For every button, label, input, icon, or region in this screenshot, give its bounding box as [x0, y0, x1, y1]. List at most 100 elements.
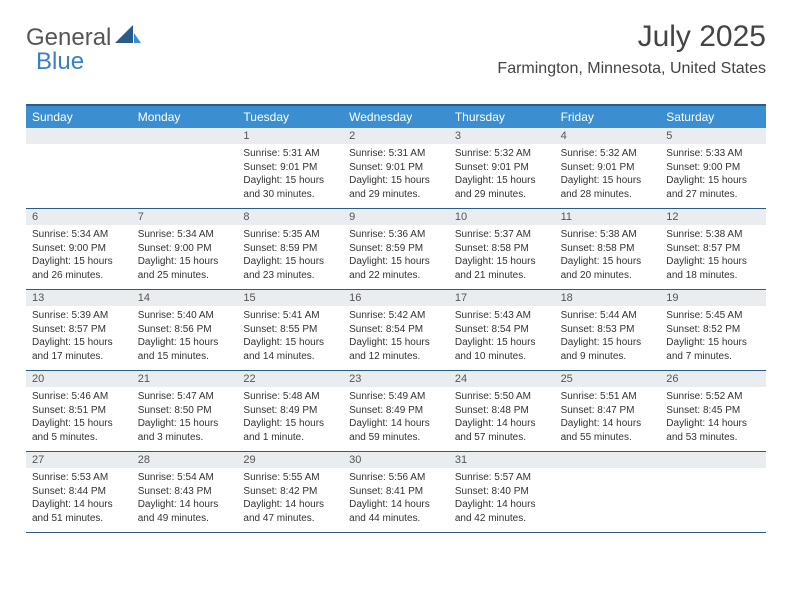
day-cell: 29Sunrise: 5:55 AMSunset: 8:42 PMDayligh…	[237, 452, 343, 532]
daylight-text: Daylight: 15 hours and 25 minutes.	[138, 255, 232, 282]
day-body: Sunrise: 5:47 AMSunset: 8:50 PMDaylight:…	[132, 387, 238, 450]
day-number: 22	[237, 371, 343, 387]
day-number: 10	[449, 209, 555, 225]
sunrise-text: Sunrise: 5:34 AM	[138, 228, 232, 242]
sunrise-text: Sunrise: 5:52 AM	[666, 390, 760, 404]
day-header-friday: Friday	[555, 106, 661, 128]
day-cell: 11Sunrise: 5:38 AMSunset: 8:58 PMDayligh…	[555, 209, 661, 289]
day-body: Sunrise: 5:33 AMSunset: 9:00 PMDaylight:…	[660, 144, 766, 207]
day-cell: 1 Sunrise: 5:31 AMSunset: 9:01 PMDaylight…	[237, 128, 343, 208]
sunrise-text: Sunrise: 5:53 AM	[32, 471, 126, 485]
day-cell: 15Sunrise: 5:41 AMSunset: 8:55 PMDayligh…	[237, 290, 343, 370]
sunrise-text: Sunrise: 5:31 AM	[243, 147, 337, 161]
day-number: 4	[555, 128, 661, 144]
day-body	[555, 468, 661, 477]
sunrise-text: Sunrise: 5:49 AM	[349, 390, 443, 404]
daylight-text: Daylight: 15 hours and 29 minutes.	[455, 174, 549, 201]
sunset-text: Sunset: 8:51 PM	[32, 404, 126, 418]
day-cell: 14Sunrise: 5:40 AMSunset: 8:56 PMDayligh…	[132, 290, 238, 370]
day-number: 25	[555, 371, 661, 387]
sunset-text: Sunset: 8:43 PM	[138, 485, 232, 499]
day-number: 27	[26, 452, 132, 468]
sunset-text: Sunset: 8:58 PM	[561, 242, 655, 256]
day-cell: 25Sunrise: 5:51 AMSunset: 8:47 PMDayligh…	[555, 371, 661, 451]
day-body: Sunrise: 5:50 AMSunset: 8:48 PMDaylight:…	[449, 387, 555, 450]
day-body: Sunrise: 5:48 AMSunset: 8:49 PMDaylight:…	[237, 387, 343, 450]
daylight-text: Daylight: 14 hours and 47 minutes.	[243, 498, 337, 525]
sunrise-text: Sunrise: 5:44 AM	[561, 309, 655, 323]
sunset-text: Sunset: 8:45 PM	[666, 404, 760, 418]
daylight-text: Daylight: 14 hours and 59 minutes.	[349, 417, 443, 444]
daylight-text: Daylight: 14 hours and 49 minutes.	[138, 498, 232, 525]
sunset-text: Sunset: 8:47 PM	[561, 404, 655, 418]
sunrise-text: Sunrise: 5:47 AM	[138, 390, 232, 404]
sunrise-text: Sunrise: 5:42 AM	[349, 309, 443, 323]
day-number: 19	[660, 290, 766, 306]
day-number: 24	[449, 371, 555, 387]
day-body: Sunrise: 5:53 AMSunset: 8:44 PMDaylight:…	[26, 468, 132, 531]
day-body	[132, 144, 238, 153]
daylight-text: Daylight: 14 hours and 42 minutes.	[455, 498, 549, 525]
day-number	[555, 452, 661, 468]
sunrise-text: Sunrise: 5:34 AM	[32, 228, 126, 242]
day-body: Sunrise: 5:54 AMSunset: 8:43 PMDaylight:…	[132, 468, 238, 531]
day-number: 9	[343, 209, 449, 225]
day-body: Sunrise: 5:37 AMSunset: 8:58 PMDaylight:…	[449, 225, 555, 288]
sunset-text: Sunset: 9:01 PM	[243, 161, 337, 175]
week-row: 6Sunrise: 5:34 AMSunset: 9:00 PMDaylight…	[26, 209, 766, 290]
day-number: 13	[26, 290, 132, 306]
daylight-text: Daylight: 15 hours and 30 minutes.	[243, 174, 337, 201]
sunrise-text: Sunrise: 5:46 AM	[32, 390, 126, 404]
day-headers-row: Sunday Monday Tuesday Wednesday Thursday…	[26, 104, 766, 128]
sunrise-text: Sunrise: 5:35 AM	[243, 228, 337, 242]
daylight-text: Daylight: 15 hours and 7 minutes.	[666, 336, 760, 363]
day-cell: 13Sunrise: 5:39 AMSunset: 8:57 PMDayligh…	[26, 290, 132, 370]
day-cell: 12Sunrise: 5:38 AMSunset: 8:57 PMDayligh…	[660, 209, 766, 289]
day-cell: 22Sunrise: 5:48 AMSunset: 8:49 PMDayligh…	[237, 371, 343, 451]
day-body: Sunrise: 5:57 AMSunset: 8:40 PMDaylight:…	[449, 468, 555, 531]
sunrise-text: Sunrise: 5:32 AM	[561, 147, 655, 161]
sunset-text: Sunset: 8:42 PM	[243, 485, 337, 499]
day-cell: 5Sunrise: 5:33 AMSunset: 9:00 PMDaylight…	[660, 128, 766, 208]
day-body: Sunrise: 5:41 AMSunset: 8:55 PMDaylight:…	[237, 306, 343, 369]
sunset-text: Sunset: 9:01 PM	[455, 161, 549, 175]
day-cell: 6Sunrise: 5:34 AMSunset: 9:00 PMDaylight…	[26, 209, 132, 289]
daylight-text: Daylight: 15 hours and 10 minutes.	[455, 336, 549, 363]
sunset-text: Sunset: 8:40 PM	[455, 485, 549, 499]
day-number: 15	[237, 290, 343, 306]
day-number: 29	[237, 452, 343, 468]
daylight-text: Daylight: 14 hours and 53 minutes.	[666, 417, 760, 444]
day-number: 21	[132, 371, 238, 387]
daylight-text: Daylight: 15 hours and 3 minutes.	[138, 417, 232, 444]
day-body: Sunrise: 5:43 AMSunset: 8:54 PMDaylight:…	[449, 306, 555, 369]
day-number	[660, 452, 766, 468]
day-cell: 18Sunrise: 5:44 AMSunset: 8:53 PMDayligh…	[555, 290, 661, 370]
day-number: 26	[660, 371, 766, 387]
day-cell: 4Sunrise: 5:32 AMSunset: 9:01 PMDaylight…	[555, 128, 661, 208]
day-number: 12	[660, 209, 766, 225]
month-title: July 2025	[497, 20, 766, 54]
week-row: 1Sunrise: 5:31 AMSunset: 9:01 PMDaylight…	[26, 128, 766, 209]
sunrise-text: Sunrise: 5:57 AM	[455, 471, 549, 485]
daylight-text: Daylight: 15 hours and 27 minutes.	[666, 174, 760, 201]
sunrise-text: Sunrise: 5:33 AM	[666, 147, 760, 161]
day-cell	[660, 452, 766, 532]
day-number: 14	[132, 290, 238, 306]
day-number: 20	[26, 371, 132, 387]
day-number: 11	[555, 209, 661, 225]
sunset-text: Sunset: 9:01 PM	[561, 161, 655, 175]
day-number: 1	[237, 128, 343, 144]
daylight-text: Daylight: 15 hours and 9 minutes.	[561, 336, 655, 363]
day-body: Sunrise: 5:36 AMSunset: 8:59 PMDaylight:…	[343, 225, 449, 288]
sunset-text: Sunset: 8:54 PM	[455, 323, 549, 337]
day-body: Sunrise: 5:52 AMSunset: 8:45 PMDaylight:…	[660, 387, 766, 450]
sunset-text: Sunset: 8:59 PM	[243, 242, 337, 256]
day-body: Sunrise: 5:45 AMSunset: 8:52 PMDaylight:…	[660, 306, 766, 369]
day-number	[132, 128, 238, 144]
day-header-thursday: Thursday	[449, 106, 555, 128]
sunset-text: Sunset: 9:00 PM	[666, 161, 760, 175]
daylight-text: Daylight: 15 hours and 5 minutes.	[32, 417, 126, 444]
day-cell	[555, 452, 661, 532]
day-number: 6	[26, 209, 132, 225]
day-cell: 24Sunrise: 5:50 AMSunset: 8:48 PMDayligh…	[449, 371, 555, 451]
